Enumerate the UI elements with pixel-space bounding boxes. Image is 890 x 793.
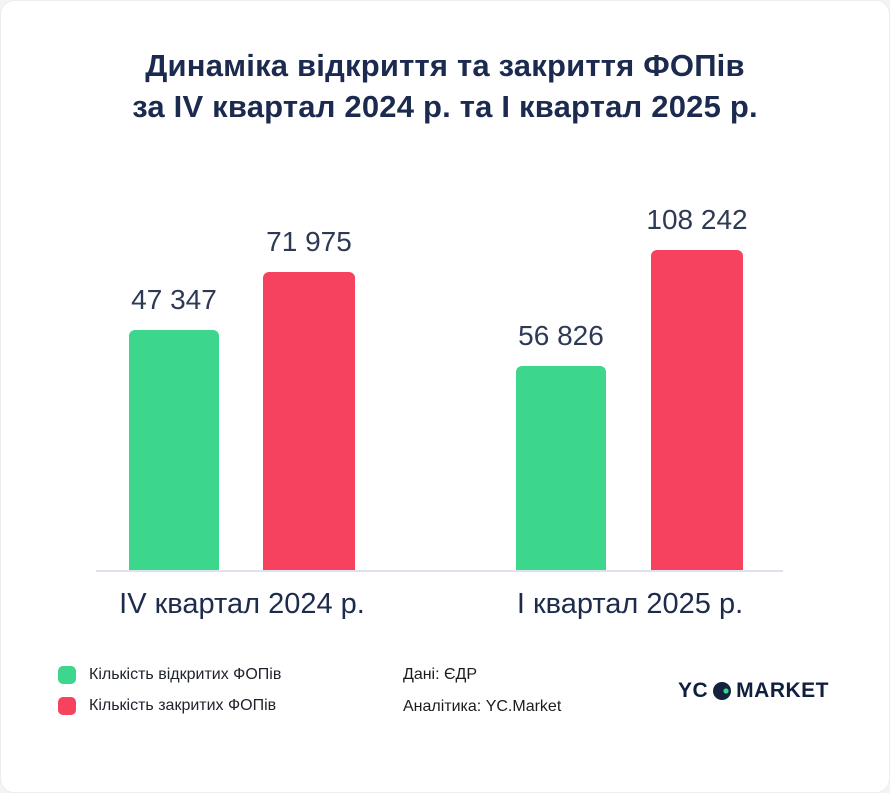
legend-item-opened: Кількість відкритих ФОПів — [58, 666, 328, 685]
bar-opened-q1-2025 — [516, 365, 606, 570]
category-label-q1-2025: І квартал 2025 р. — [516, 587, 744, 620]
logo-circle-icon — [712, 681, 732, 701]
x-axis-labels: IV квартал 2024 р. І квартал 2025 р. — [96, 572, 783, 638]
legend-label-opened: Кількість відкритих ФОПів — [89, 666, 282, 684]
plot-area: 47 347 71 975 56 826 108 242 — [96, 202, 783, 572]
source-line: Дані: ЄДР — [402, 665, 478, 683]
footer: Кількість відкритих ФОПів Кількість закр… — [1, 666, 889, 716]
bar-closed-q4-2024 — [263, 271, 355, 570]
bar-closed-q1-2025 — [651, 249, 743, 570]
value-label-opened-q1-2025: 56 826 — [518, 319, 604, 351]
logo-text-yc: YC — [677, 678, 709, 702]
value-label-closed-q1-2025: 108 242 — [646, 203, 748, 235]
chart-title-line1: Динаміка відкриття та закриття ФОПів — [145, 48, 745, 83]
value-label-opened-q4-2024: 47 347 — [131, 283, 217, 315]
legend-swatch-red — [58, 697, 76, 716]
chart-title: Динаміка відкриття та закриття ФОПів за … — [1, 1, 889, 128]
chart-title-line2: за IV квартал 2024 р. та І квартал 2025 … — [132, 88, 758, 124]
legend-item-closed: Кількість закритих ФОПів — [58, 697, 328, 716]
yc-market-logo: YC MARKET — [678, 679, 829, 703]
analytics-line: Аналітика: YC.Market — [402, 697, 562, 715]
logo-text-market: MARKET — [736, 678, 829, 702]
data-source-block: Дані: ЄДР Аналітика: YC.Market — [403, 666, 603, 716]
legend-label-closed: Кількість закритих ФОПів — [89, 697, 277, 715]
category-label-q4-2024: IV квартал 2024 р. — [119, 587, 365, 620]
bar-opened-q4-2024 — [129, 329, 219, 570]
value-label-closed-q4-2024: 71 975 — [266, 225, 352, 257]
legend: Кількість відкритих ФОПів Кількість закр… — [58, 666, 328, 716]
legend-swatch-green — [58, 666, 76, 685]
